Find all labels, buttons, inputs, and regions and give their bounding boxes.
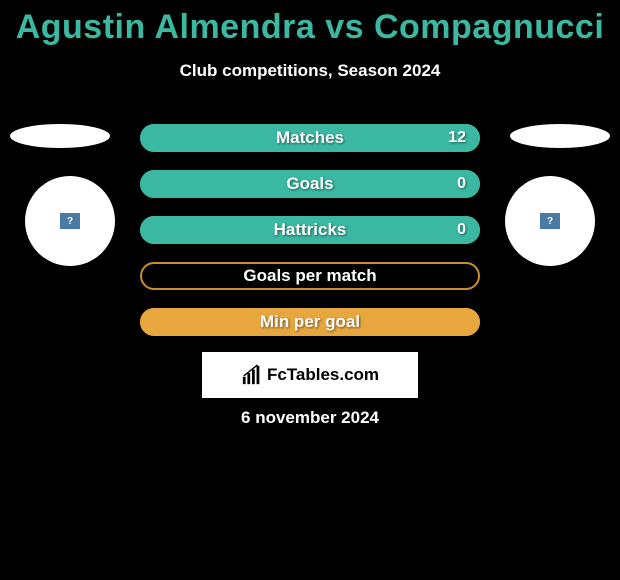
avatar-placeholder-icon <box>60 213 80 229</box>
bar-label: Goals per match <box>243 266 376 286</box>
bar-label: Hattricks <box>274 220 347 240</box>
avatar-placeholder-icon <box>540 213 560 229</box>
stat-bar: Hattricks 0 <box>140 216 480 244</box>
bar-value: 0 <box>457 175 466 193</box>
player-avatar-left <box>25 176 115 266</box>
player-avatar-right <box>505 176 595 266</box>
logo-box: FcTables.com <box>202 352 418 398</box>
subtitle: Club competitions, Season 2024 <box>0 61 620 81</box>
logo-text: FcTables.com <box>267 365 379 385</box>
bar-label: Matches <box>276 128 344 148</box>
date-text: 6 november 2024 <box>0 408 620 428</box>
stat-bar: Matches 12 <box>140 124 480 152</box>
stat-bar: Goals 0 <box>140 170 480 198</box>
right-ellipse <box>510 124 610 148</box>
page-title: Agustin Almendra vs Compagnucci <box>0 0 620 47</box>
bar-value: 12 <box>448 129 466 147</box>
stats-bars: Matches 12 Goals 0 Hattricks 0 Goals per match… <box>140 124 480 354</box>
left-ellipse <box>10 124 110 148</box>
logo-chart-icon <box>241 364 263 386</box>
stat-bar: Min per goal <box>140 308 480 336</box>
bar-value: 0 <box>457 221 466 239</box>
bar-label: Min per goal <box>260 312 360 332</box>
bar-label: Goals <box>286 174 333 194</box>
stat-bar: Goals per match <box>140 262 480 290</box>
